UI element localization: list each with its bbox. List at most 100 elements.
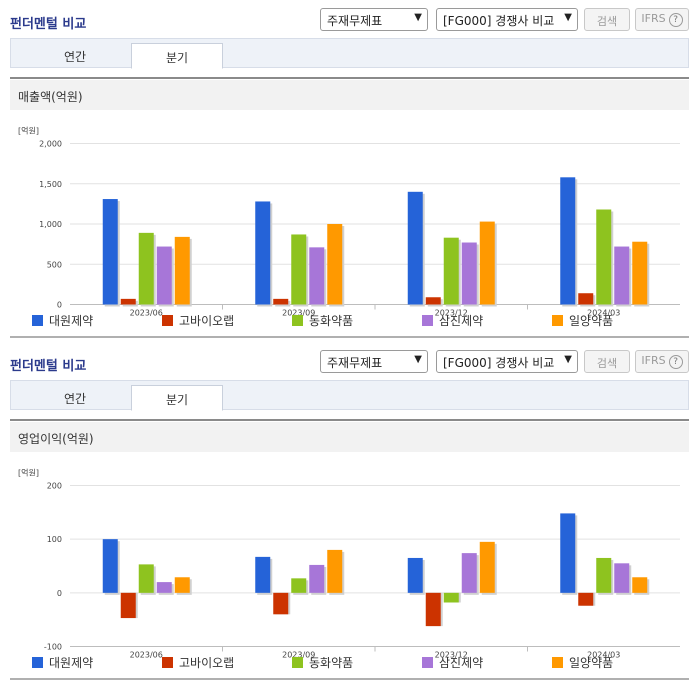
bar-고바이오랩[interactable]	[120, 592, 136, 619]
bar-대원제약[interactable]	[255, 556, 271, 593]
search-button-label: 검색	[596, 357, 618, 370]
legend-label: 대원제약	[49, 656, 94, 670]
search-button[interactable]: 검색	[584, 350, 630, 373]
bar-고바이오랩[interactable]	[425, 592, 441, 627]
bar-동화약품[interactable]	[443, 237, 459, 305]
tab-annual-label: 연간	[63, 50, 87, 64]
x-category-label: 2024/03	[587, 309, 620, 318]
legend-item[interactable]: 일양약품	[552, 312, 613, 329]
legend-item[interactable]: 고바이오랩	[162, 654, 234, 671]
bar-동화약품[interactable]	[138, 232, 154, 305]
legend-label: 일양약품	[569, 314, 614, 328]
bar-삼진제약[interactable]	[461, 553, 477, 593]
tab-quarterly[interactable]: 분기	[131, 43, 223, 69]
chevron-down-icon: ▼	[564, 12, 572, 23]
legend-swatch	[162, 657, 173, 668]
bar-삼진제약[interactable]	[156, 246, 172, 305]
bar-일양약품[interactable]	[327, 549, 343, 593]
period-tabs: 연간 분기	[10, 380, 689, 411]
chart-heading: 영업이익(억원)	[10, 422, 689, 452]
legend-item[interactable]: 일양약품	[552, 654, 613, 671]
bar-고바이오랩[interactable]	[578, 592, 594, 606]
y-tick-label: 0	[57, 589, 62, 598]
fundamental-panel-operating-profit: 펀더멘털 비교 주재무제표 ▼ [FG000] 경쟁사 비교 ▼ 검색 IFRS…	[0, 342, 696, 684]
bar-삼진제약[interactable]	[309, 247, 325, 305]
bar-고바이오랩[interactable]	[273, 592, 289, 615]
bar-동화약품[interactable]	[596, 557, 612, 593]
compare-select[interactable]: [FG000] 경쟁사 비교 ▼	[436, 350, 578, 373]
tab-annual[interactable]: 연간	[29, 385, 121, 411]
bar-삼진제약[interactable]	[309, 564, 325, 593]
y-tick-label: 100	[47, 535, 62, 544]
legend-swatch	[422, 657, 433, 668]
bar-삼진제약[interactable]	[156, 582, 172, 593]
legend-item[interactable]: 동화약품	[292, 654, 353, 671]
chart-heading-text: 매출액(억원)	[18, 90, 83, 104]
bar-일양약품[interactable]	[479, 221, 495, 305]
legend-item[interactable]: 대원제약	[32, 312, 93, 329]
bar-대원제약[interactable]	[407, 557, 423, 593]
bar-삼진제약[interactable]	[614, 246, 630, 305]
bar-일양약품[interactable]	[327, 224, 343, 305]
bar-동화약품[interactable]	[291, 578, 307, 593]
bar-일양약품[interactable]	[632, 577, 648, 593]
chart-legend: 대원제약 고바이오랩 동화약품 삼진제약 일양약품	[32, 312, 672, 328]
bar-대원제약[interactable]	[560, 513, 576, 593]
tab-quarterly[interactable]: 분기	[131, 385, 223, 411]
x-category-label: 2023/06	[130, 651, 163, 660]
y-tick-label: 500	[47, 260, 62, 269]
bar-대원제약[interactable]	[560, 177, 576, 305]
panel-title: 펀더멘털 비교	[10, 17, 87, 32]
help-icon: ?	[668, 13, 683, 27]
bar-대원제약[interactable]	[255, 201, 271, 305]
ifrs-label: IFRS	[641, 12, 666, 25]
bar-동화약품[interactable]	[138, 564, 154, 593]
bar-일양약품[interactable]	[174, 236, 190, 305]
section-divider	[10, 419, 689, 421]
bar-동화약품[interactable]	[443, 592, 459, 603]
legend-label: 동화약품	[309, 656, 354, 670]
help-icon: ?	[668, 355, 683, 369]
bar-일양약품[interactable]	[632, 241, 648, 305]
bar-삼진제약[interactable]	[614, 563, 630, 593]
chevron-down-icon: ▼	[414, 12, 422, 23]
legend-swatch	[552, 657, 563, 668]
sales-bar-chart: [억원] 0 500 1,000 1,500 2,000 2023/06 2023/09 202…	[18, 126, 680, 318]
bar-일양약품[interactable]	[479, 541, 495, 593]
bar-고바이오랩[interactable]	[273, 298, 289, 305]
statement-select-value: 주재무제표	[327, 356, 383, 370]
chevron-down-icon: ▼	[414, 354, 422, 365]
bar-고바이오랩[interactable]	[578, 293, 594, 305]
bar-삼진제약[interactable]	[461, 242, 477, 305]
bar-대원제약[interactable]	[407, 191, 423, 305]
y-tick-label: 2,000	[39, 140, 62, 149]
legend-swatch	[292, 315, 303, 326]
fundamental-panel-sales: 펀더멘털 비교 주재무제표 ▼ [FG000] 경쟁사 비교 ▼ 검색 IFRS…	[10, 8, 689, 338]
bar-고바이오랩[interactable]	[425, 297, 441, 305]
legend-item[interactable]: 삼진제약	[422, 312, 483, 329]
bar-동화약품[interactable]	[291, 234, 307, 305]
bar-대원제약[interactable]	[102, 199, 118, 305]
legend-swatch	[162, 315, 173, 326]
ifrs-help-button[interactable]: IFRS?	[635, 8, 689, 31]
tab-annual[interactable]: 연간	[29, 43, 121, 69]
legend-item[interactable]: 삼진제약	[422, 654, 483, 671]
statement-select[interactable]: 주재무제표 ▼	[320, 350, 428, 373]
bar-고바이오랩[interactable]	[120, 298, 136, 305]
legend-label: 삼진제약	[439, 314, 484, 328]
legend-swatch	[292, 657, 303, 668]
legend-item[interactable]: 대원제약	[32, 654, 93, 671]
legend-label: 일양약품	[569, 656, 614, 670]
bar-대원제약[interactable]	[102, 539, 118, 593]
legend-swatch	[552, 315, 563, 326]
bar-동화약품[interactable]	[596, 209, 612, 305]
ifrs-help-button[interactable]: IFRS?	[635, 350, 689, 373]
bar-일양약품[interactable]	[174, 577, 190, 593]
x-category-label: 2023/09	[282, 651, 315, 660]
search-button[interactable]: 검색	[584, 8, 630, 31]
legend-label: 대원제약	[49, 314, 94, 328]
compare-select[interactable]: [FG000] 경쟁사 비교 ▼	[436, 8, 578, 31]
legend-item[interactable]: 동화약품	[292, 312, 353, 329]
legend-item[interactable]: 고바이오랩	[162, 312, 234, 329]
statement-select[interactable]: 주재무제표 ▼	[320, 8, 428, 31]
